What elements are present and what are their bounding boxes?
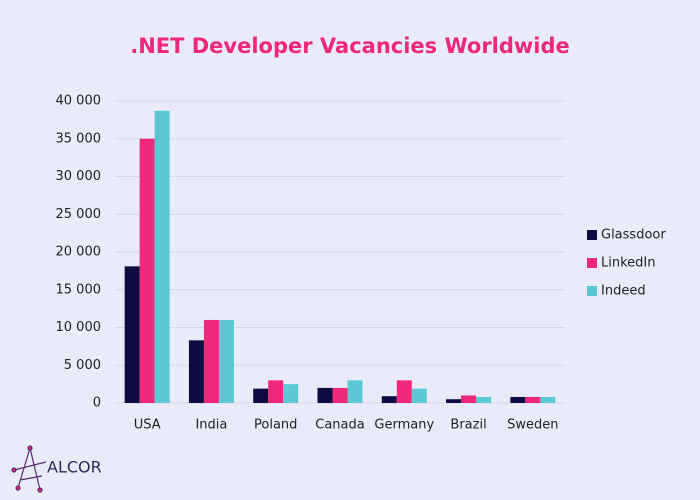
y-tick-label: 20 000 [56, 245, 102, 260]
y-tick-label: 35 000 [56, 131, 102, 146]
bar [283, 384, 299, 403]
bar [540, 396, 556, 403]
legend-label: Indeed [601, 284, 646, 299]
x-tick-label: Brazil [450, 418, 486, 433]
bar [203, 319, 219, 403]
y-tick-label: 5 000 [64, 358, 101, 373]
y-tick-label: 15 000 [56, 282, 102, 297]
bar [139, 138, 155, 403]
legend-swatch [587, 230, 597, 240]
x-tick-label: USA [134, 418, 161, 433]
y-tick-label: 0 [93, 396, 101, 411]
chart-title: .NET Developer Vacancies Worldwide [130, 34, 570, 58]
bar [124, 266, 140, 403]
x-tick-label: Germany [374, 418, 434, 433]
bar [188, 340, 204, 403]
bar [253, 388, 269, 403]
bar [411, 388, 427, 403]
x-tick-label: India [195, 418, 227, 433]
legend-label: LinkedIn [601, 256, 655, 271]
bar [396, 380, 412, 403]
x-tick-label: Canada [315, 418, 364, 433]
bar [525, 396, 541, 403]
bar [461, 395, 477, 403]
y-tick-label: 30 000 [56, 169, 102, 184]
y-tick-label: 10 000 [56, 320, 102, 335]
legend-label: Glassdoor [601, 228, 666, 243]
bar [510, 396, 526, 403]
bar [446, 399, 462, 403]
bar [381, 396, 397, 403]
y-tick-label: 25 000 [56, 207, 102, 222]
brand-name: ALCOR [47, 458, 102, 477]
x-tick-label: Poland [254, 418, 297, 433]
legend-swatch [587, 286, 597, 296]
legend-swatch [587, 258, 597, 268]
logo-icon [11, 445, 47, 493]
bar [332, 387, 348, 403]
x-tick-label: Sweden [507, 418, 558, 433]
bar [218, 319, 234, 403]
bar [268, 380, 284, 403]
bar [347, 380, 363, 403]
bar [476, 396, 492, 403]
bar [154, 110, 170, 403]
bar [317, 387, 333, 403]
y-tick-label: 40 000 [56, 94, 102, 109]
